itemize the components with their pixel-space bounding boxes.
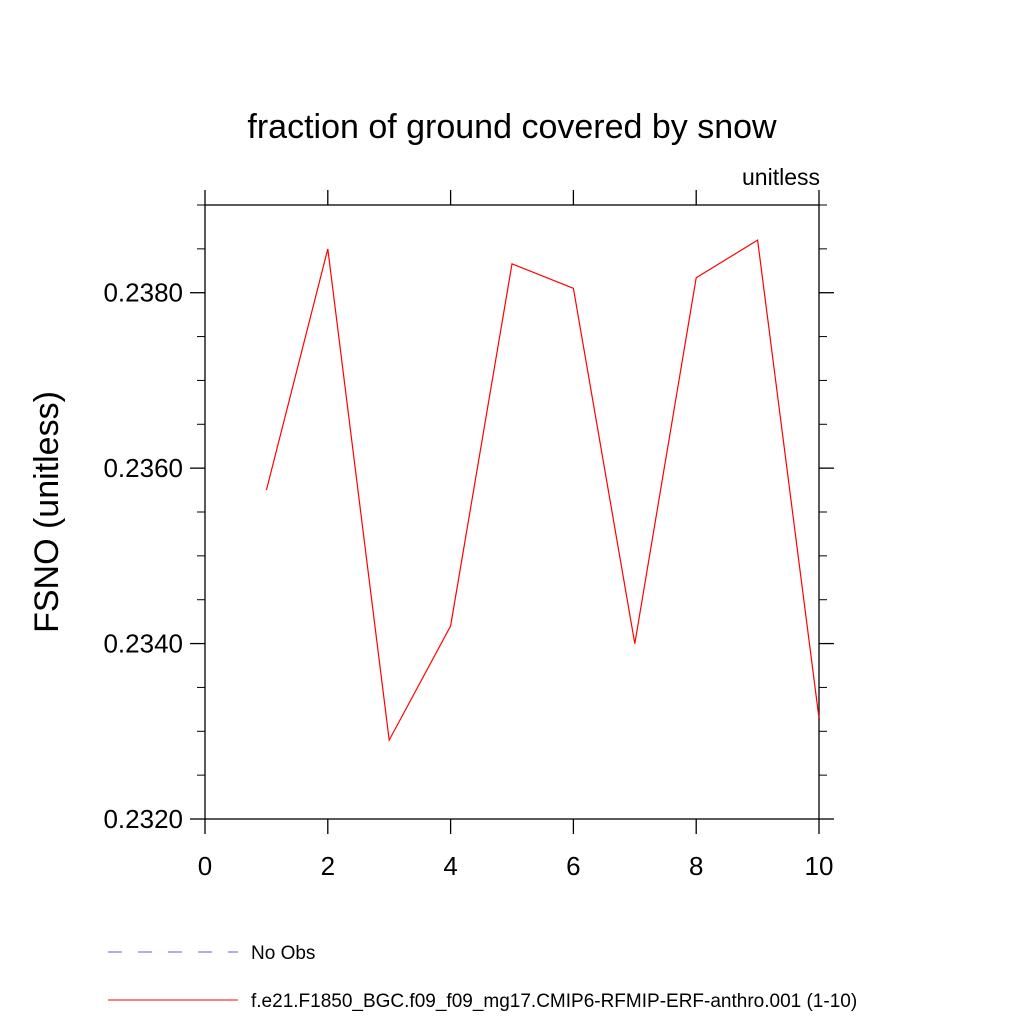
y-tick-label: 0.2320 [103,804,183,834]
x-tick-label: 8 [689,851,703,881]
legend-label: f.e21.F1850_BGC.f09_f09_mg17.CMIP6-RFMIP… [251,991,857,1012]
series-line [265,239,820,743]
x-tick-label: 6 [566,851,580,881]
legend: No Obs f.e21.F1850_BGC.f09_f09_mg17.CMIP6… [108,943,857,1012]
tick-labels: 0 2 4 6 8 10 0.2320 0.2340 0.2360 0.2380 [103,278,833,881]
legend-label: No Obs [251,943,315,964]
x-tick-label: 10 [805,851,834,881]
x-tick-label: 2 [321,851,335,881]
y-tick-label: 0.2360 [103,453,183,483]
y-tick-label: 0.2340 [103,629,183,659]
x-tick-label: 0 [198,851,212,881]
axis-ticks [190,190,834,834]
y-tick-label: 0.2380 [103,278,183,308]
y-axis-label: FSNO (unitless) [28,391,66,633]
plot-frame [204,204,820,820]
chart-title: fraction of ground covered by snow [247,108,777,146]
chart-subtitle: unitless [742,164,820,190]
series-group [265,239,820,743]
x-tick-label: 4 [443,851,457,881]
